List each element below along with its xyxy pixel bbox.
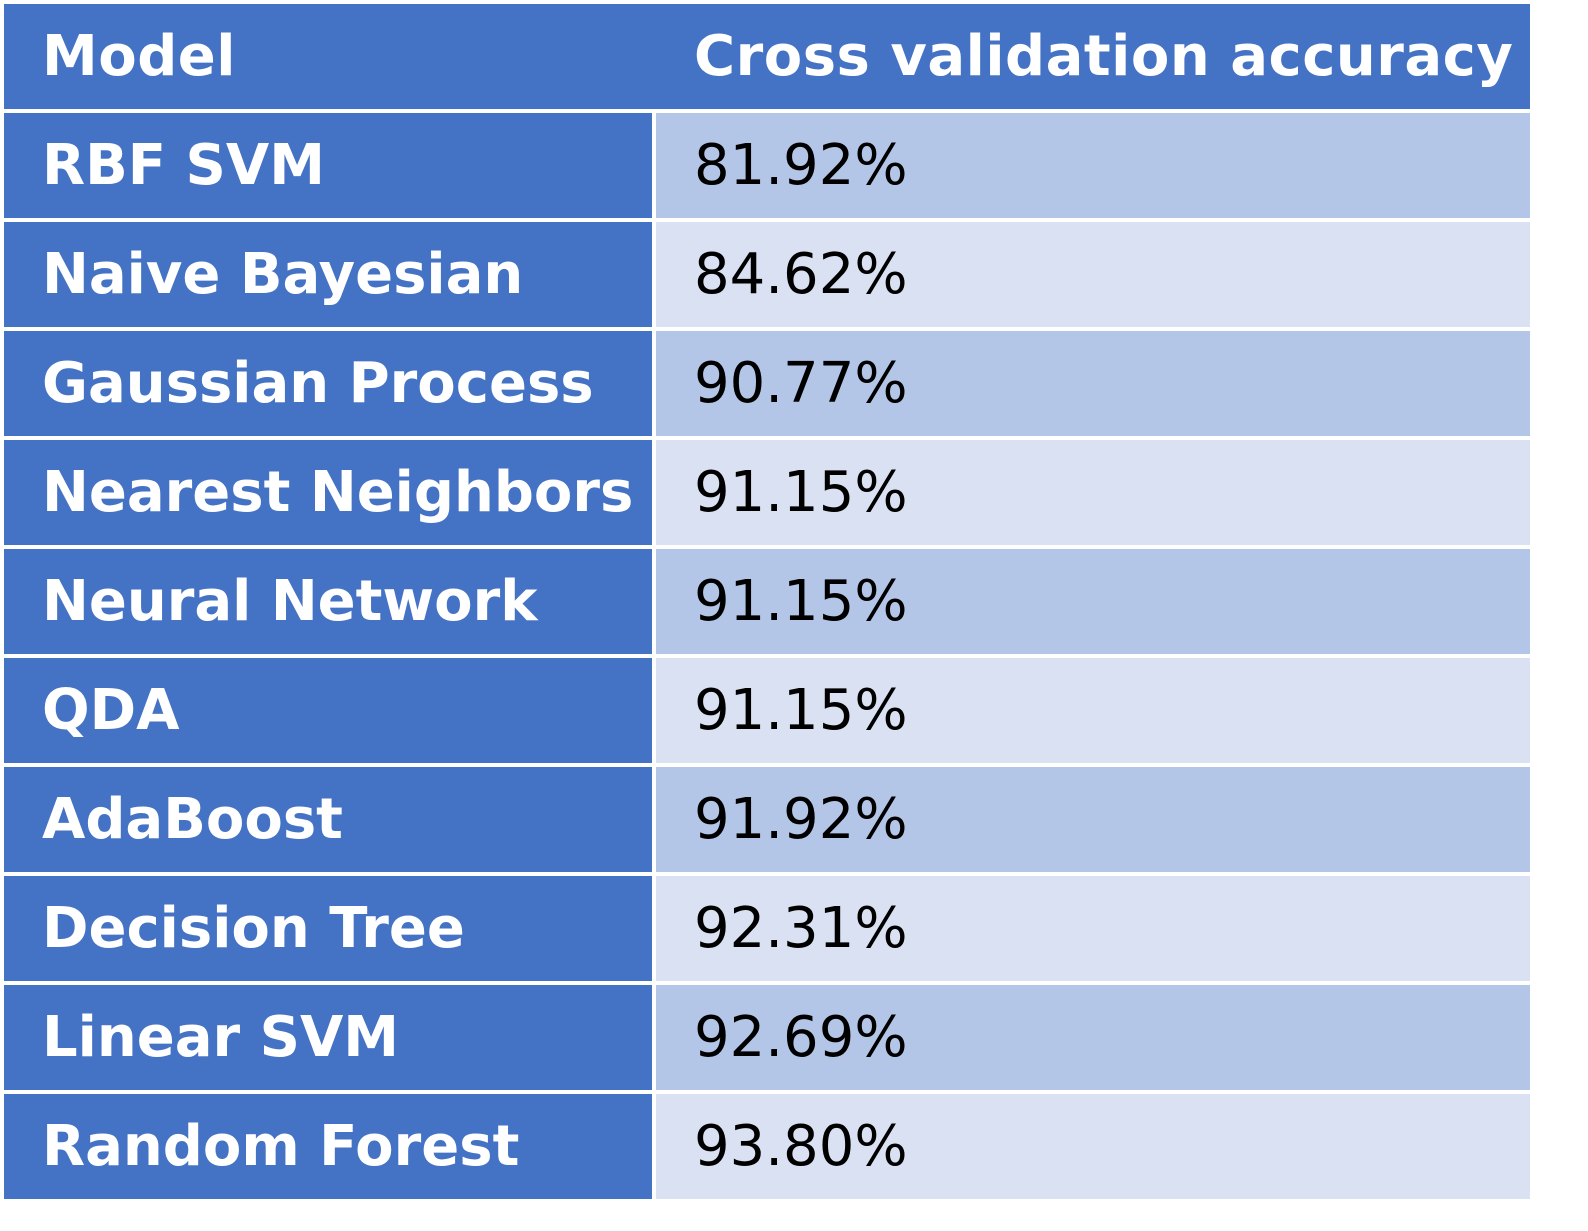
table-cell-model: Gaussian Process bbox=[4, 331, 652, 436]
table-cell-model: Random Forest bbox=[4, 1094, 652, 1199]
table-cell-accuracy: 84.62% bbox=[656, 222, 1530, 327]
header-model: Model bbox=[4, 4, 656, 109]
table-cell-model: Nearest Neighbors bbox=[4, 440, 652, 545]
table-cell-model: Neural Network bbox=[4, 549, 652, 654]
table-cell-accuracy: 81.92% bbox=[656, 113, 1530, 218]
table-cell-accuracy: 93.80% bbox=[656, 1094, 1530, 1199]
table-cell-model: Decision Tree bbox=[4, 876, 652, 981]
table-cell-accuracy: 92.69% bbox=[656, 985, 1530, 1090]
table-cell-model: Linear SVM bbox=[4, 985, 652, 1090]
header-accuracy: Cross validation accuracy bbox=[656, 4, 1526, 109]
table-cell-accuracy: 90.77% bbox=[656, 331, 1530, 436]
table-cell-accuracy: 91.15% bbox=[656, 658, 1530, 763]
table-cell-accuracy: 91.15% bbox=[656, 440, 1530, 545]
table-cell-model: RBF SVM bbox=[4, 113, 652, 218]
table-cell-accuracy: 92.31% bbox=[656, 876, 1530, 981]
table-cell-accuracy: 91.15% bbox=[656, 549, 1530, 654]
table-cell-model: QDA bbox=[4, 658, 652, 763]
header-row: Model Cross validation accuracy bbox=[4, 4, 1530, 109]
accuracy-table: Model Cross validation accuracy RBF SVM 8… bbox=[4, 4, 1526, 1199]
table-cell-accuracy: 91.92% bbox=[656, 767, 1530, 872]
table-cell-model: Naive Bayesian bbox=[4, 222, 652, 327]
table-cell-model: AdaBoost bbox=[4, 767, 652, 872]
